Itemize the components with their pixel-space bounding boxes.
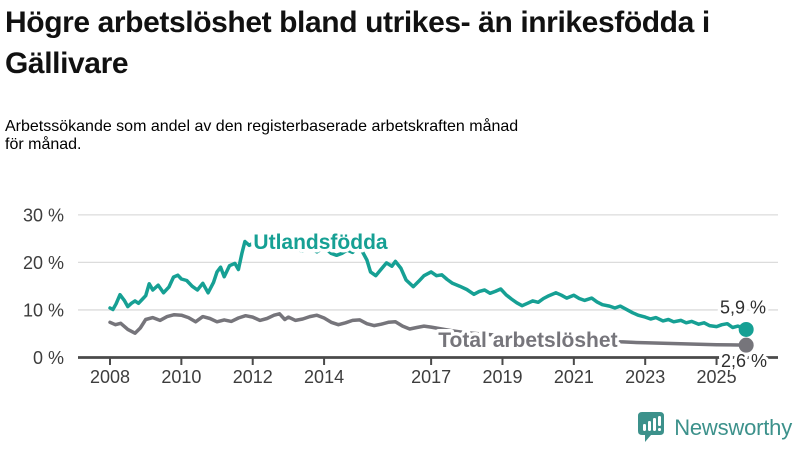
- series-end-dot-total-arbetsloshet: [738, 337, 754, 353]
- chart-title: Högre arbetslöshet bland utrikes- än inr…: [5, 2, 796, 84]
- chart-subtitle-line-1: Arbetssökande som andel av den registerb…: [5, 118, 519, 135]
- y-axis-tick-label: 0 %: [33, 348, 64, 368]
- chart-title-line-2: Gällivare: [5, 47, 129, 80]
- series-end-value-utlandsfodda: 5,9 %: [720, 298, 766, 318]
- chart-title-line-1: Högre arbetslöshet bland utrikes- än inr…: [5, 6, 710, 39]
- x-axis-tick-label: 2008: [90, 367, 130, 387]
- x-axis-tick-label: 2014: [304, 367, 344, 387]
- y-axis-tick-label: 10 %: [23, 300, 64, 320]
- y-axis-tick-label: 20 %: [23, 253, 64, 273]
- chart-header: Högre arbetslöshet bland utrikes- än inr…: [5, 2, 796, 170]
- series-label-utlandsfodda: Utlandsfödda: [253, 231, 387, 254]
- x-axis-tick-label: 2023: [625, 367, 665, 387]
- newsworthy-logo-text: Newsworthy: [674, 414, 792, 440]
- x-axis-tick-label: 2019: [482, 367, 522, 387]
- series-end-dot-utlandsfodda: [738, 321, 754, 337]
- y-axis-tick-label: 30 %: [23, 205, 64, 225]
- series-line-utlandsfodda: [108, 238, 748, 332]
- series-end-value-total-arbetsloshet: 2,6 %: [721, 351, 767, 371]
- newsworthy-logo[interactable]: Newsworthy: [638, 412, 792, 443]
- x-axis-tick-label: 2025: [697, 367, 737, 387]
- x-axis-tick-label: 2021: [554, 367, 594, 387]
- newsworthy-icon: [638, 412, 665, 442]
- x-axis-tick-label: 2017: [411, 367, 451, 387]
- series-label-total-arbetsloshet: Total arbetslöshet: [438, 329, 617, 352]
- series-line-total-arbetsloshet: [108, 312, 748, 347]
- x-axis-tick-label: 2010: [161, 367, 201, 387]
- chart-subtitle-line-2: för månad.: [5, 136, 82, 153]
- x-axis-tick-label: 2012: [233, 367, 273, 387]
